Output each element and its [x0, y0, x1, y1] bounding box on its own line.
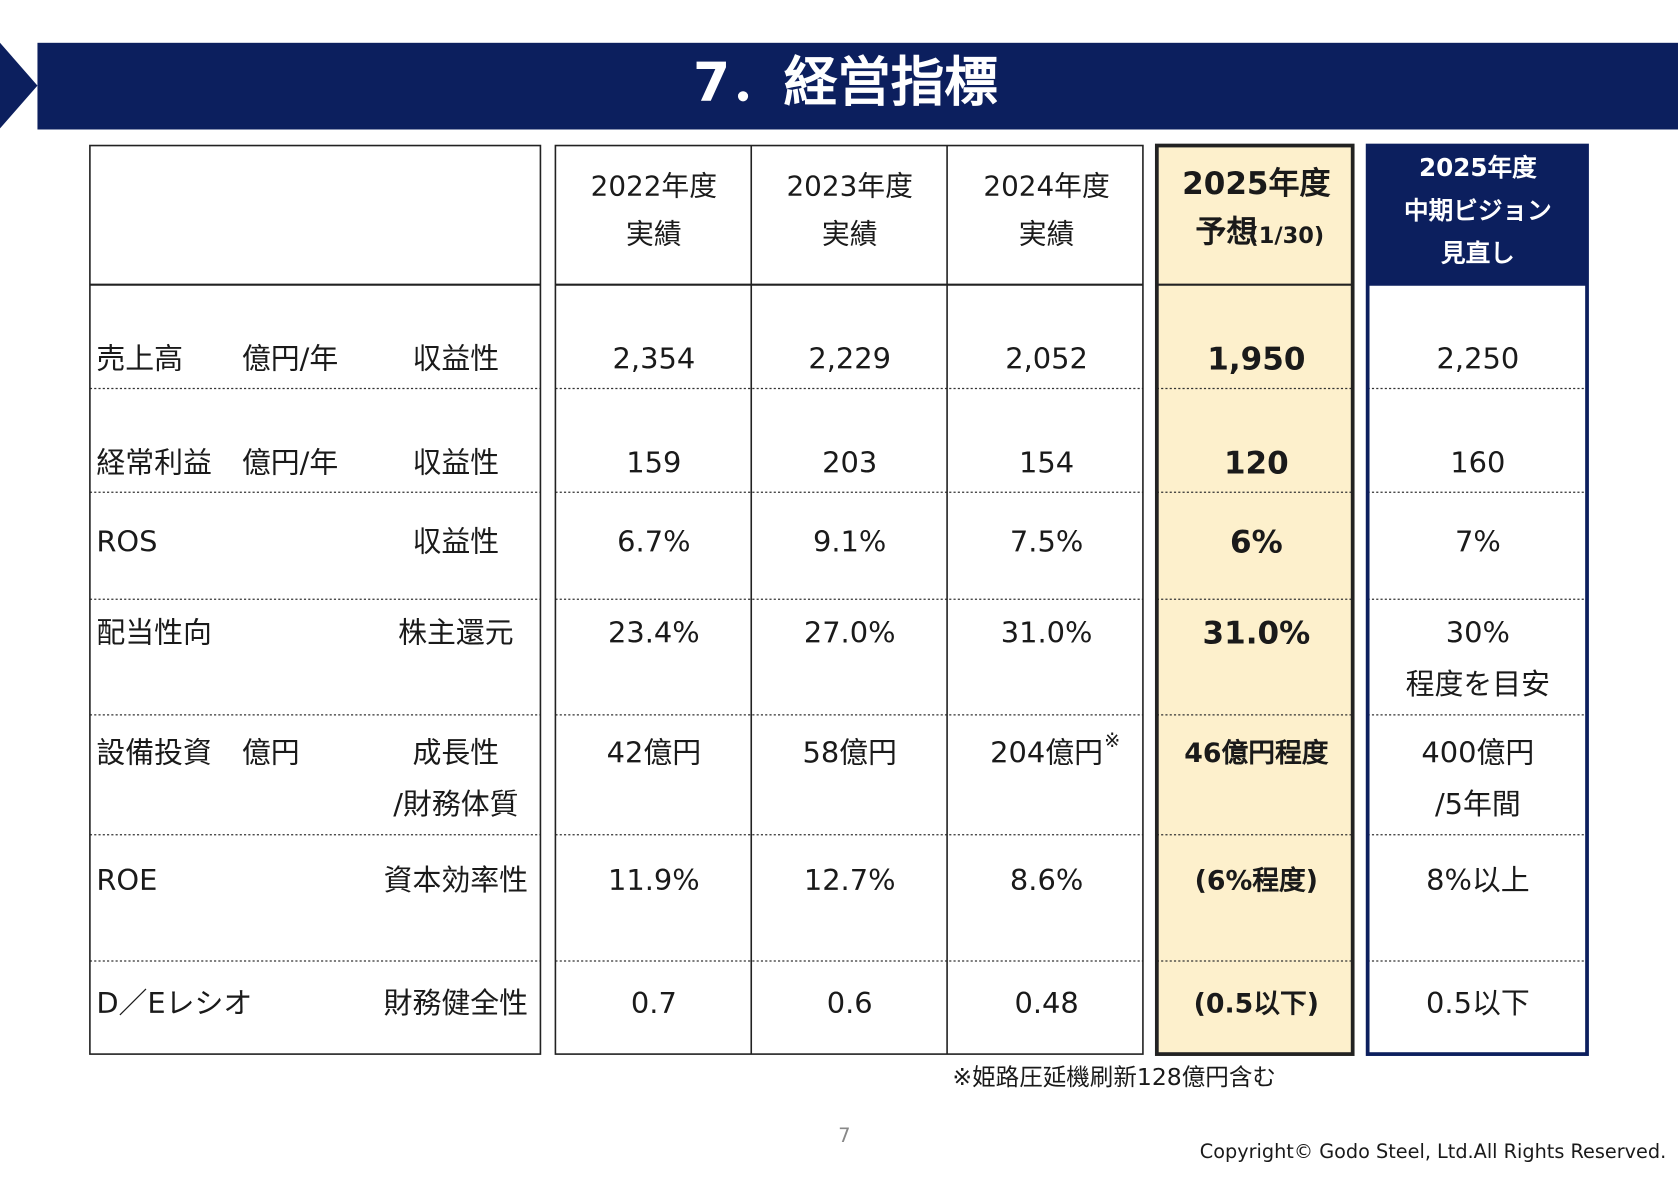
cell: 31.0%: [1001, 616, 1093, 650]
cell: 0.7: [631, 986, 677, 1020]
table: 2022年度実績2023年度実績2024年度実績2025年度予想(1/30)20…: [89, 143, 1589, 1056]
cell: 27.0%: [804, 616, 896, 650]
cell: 9.1%: [813, 525, 886, 559]
cell: 154: [1019, 445, 1074, 479]
row-category: 収益性: [413, 445, 500, 479]
page-number: 7: [838, 1124, 850, 1147]
footnote: ※姫路圧延機刷新128億円含む: [952, 1063, 1275, 1091]
cell: 23.4%: [608, 616, 700, 650]
cell: 11.9%: [608, 863, 700, 897]
column-header-note: (1/30): [1248, 223, 1324, 249]
copyright: Copyright© Godo Steel, Ltd.All Rights Re…: [1200, 1140, 1666, 1163]
cell: 30%: [1446, 616, 1510, 650]
row-category: /財務体質: [393, 787, 518, 821]
cell: 1,950: [1207, 342, 1305, 378]
column-header: 実績: [822, 217, 878, 250]
forecast-bg: [1156, 145, 1353, 1055]
cell: (0.5以下): [1194, 988, 1319, 1019]
cell: 31.0%: [1203, 616, 1311, 652]
column-header: 2025年度: [1419, 153, 1537, 182]
row-category: 収益性: [413, 342, 500, 376]
cell: 7.5%: [1010, 525, 1083, 559]
row-label: ROE: [96, 863, 157, 897]
row-category: 資本効率性: [384, 863, 528, 897]
row-label: 売上高: [96, 342, 183, 376]
cell: (6%程度): [1195, 864, 1318, 896]
title-bar: [37, 42, 1678, 130]
cell: 159: [626, 445, 681, 479]
cell: 160: [1450, 445, 1505, 479]
cell: 8.6%: [1010, 863, 1083, 897]
row-category: 財務健全性: [384, 986, 528, 1020]
row-unit: 億円: [242, 735, 300, 769]
cell: 6.7%: [617, 525, 690, 559]
cell: 0.5以下: [1426, 986, 1530, 1020]
slide-title: 7．経営指標: [693, 50, 998, 113]
column-header: 2023年度: [786, 169, 912, 202]
cell: 0.6: [827, 986, 873, 1020]
column-header: 2024年度: [983, 169, 1109, 202]
forecast-border: [1154, 143, 1355, 1056]
row-label: ROS: [96, 525, 157, 559]
cell-note: ※: [1104, 729, 1120, 752]
cell: 42億円: [607, 735, 701, 769]
cell: 2,052: [1005, 342, 1088, 376]
block-border: [554, 144, 1144, 1055]
cell: 7%: [1455, 525, 1501, 559]
column-header: 見直し: [1441, 239, 1515, 268]
cell: 2,229: [808, 342, 891, 376]
cell: 2,250: [1437, 342, 1520, 376]
cell: 0.48: [1014, 986, 1078, 1020]
cell: 204億円: [990, 735, 1103, 769]
column-header: 実績: [626, 217, 682, 250]
title-arrow: [0, 42, 38, 129]
column-header: 予想: [1195, 214, 1257, 250]
cell: 程度を目安: [1406, 667, 1550, 701]
vision-header-bg: [1367, 145, 1588, 285]
row-label: 設備投資: [96, 735, 212, 769]
block-border: [89, 144, 542, 1055]
row-category: 収益性: [413, 525, 500, 559]
cell: 8%以上: [1426, 863, 1530, 897]
vision-border: [1365, 143, 1589, 1056]
row-label: 経常利益: [96, 445, 212, 479]
cell: 400億円: [1421, 735, 1534, 769]
cell: 2,354: [613, 342, 696, 376]
row-unit: 億円/年: [242, 342, 338, 376]
row-category: 株主還元: [398, 616, 514, 650]
row-category: 成長性: [413, 735, 500, 769]
cell: /5年間: [1435, 787, 1521, 821]
cell: 203: [822, 445, 877, 479]
row-label: 配当性向: [96, 616, 212, 650]
column-header: 2022年度: [591, 169, 717, 202]
cell: 120: [1224, 445, 1289, 481]
cell: 46億円程度: [1184, 737, 1328, 769]
cell: 6%: [1230, 525, 1283, 561]
cell: 12.7%: [804, 863, 896, 897]
column-header: 2025年度: [1182, 166, 1330, 202]
row-unit: 億円/年: [242, 445, 338, 479]
row-label: D／Eレシオ: [96, 986, 252, 1020]
column-header: 中期ビジョン: [1404, 196, 1552, 225]
column-header: 実績: [1019, 217, 1075, 250]
cell: 58億円: [802, 735, 897, 769]
